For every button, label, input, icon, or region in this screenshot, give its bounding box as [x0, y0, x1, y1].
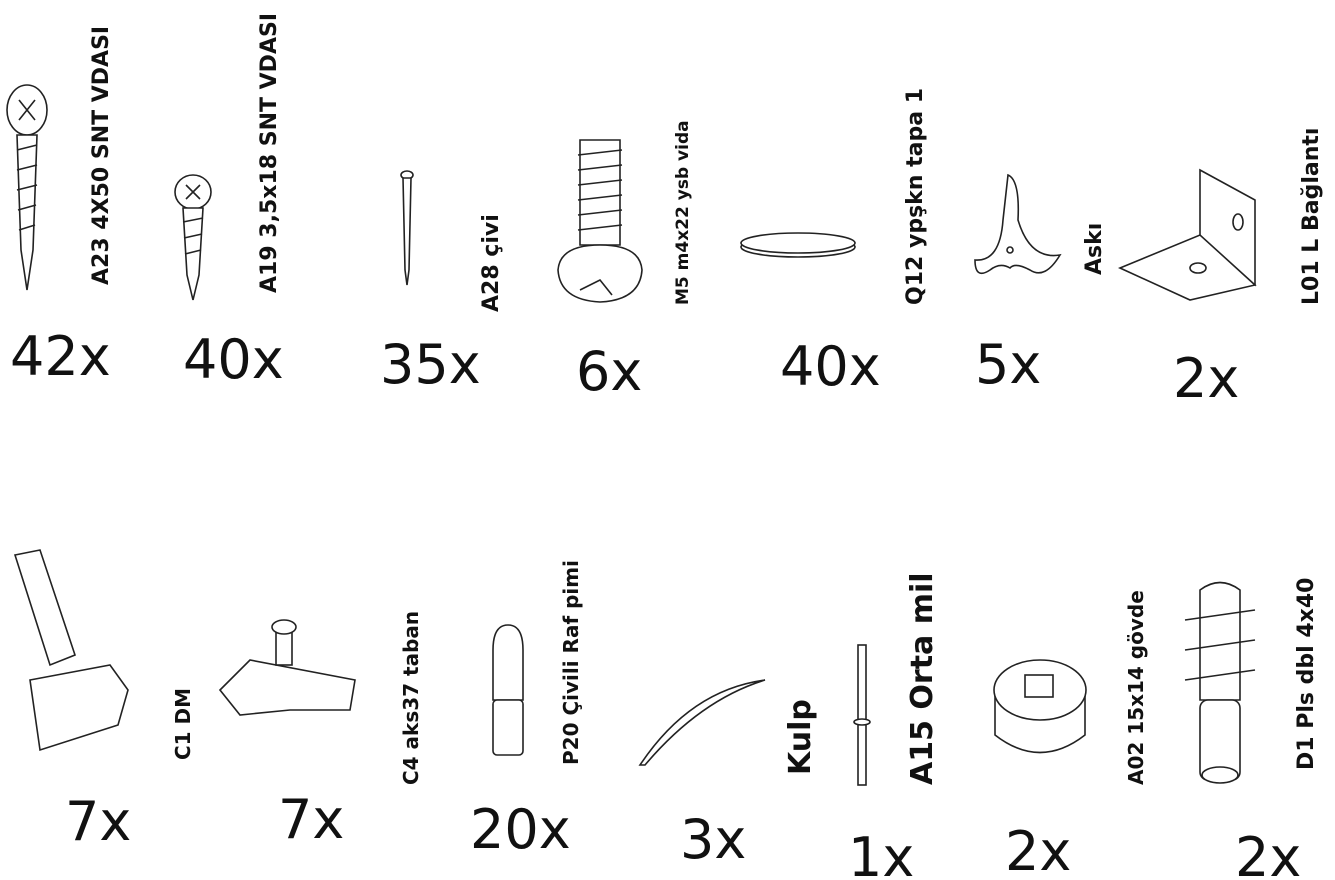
part-count: 40x: [183, 328, 284, 391]
part-count: 5x: [975, 333, 1041, 396]
part-count: 7x: [65, 790, 131, 853]
part-label: A02 15x14 gövde: [1124, 590, 1148, 785]
part-count: 6x: [576, 340, 642, 403]
handle-icon: [638, 679, 766, 766]
part-count: 3x: [680, 808, 746, 871]
screw-icon: [6, 84, 48, 291]
cam-icon: [993, 659, 1087, 754]
bracket-icon: [1117, 168, 1257, 301]
hook-icon: [974, 173, 1062, 275]
connector-icon: [13, 549, 129, 752]
base-icon: [218, 619, 356, 716]
part-label: C1 DM: [171, 688, 195, 760]
part-label: Q12 ypşkn tapa 1: [903, 88, 928, 305]
part-label: P20 Çivili Raf pimi: [559, 560, 583, 765]
part-count: 2x: [1173, 347, 1239, 410]
part-label: A23 4X50 SNT VDASI: [89, 26, 114, 285]
part-count: 20x: [470, 798, 571, 861]
icons: [6, 84, 1257, 786]
part-count: 1x: [848, 826, 914, 880]
part-count: 40x: [780, 335, 881, 398]
part-count: 2x: [1005, 820, 1071, 880]
part-label: Kulp: [783, 699, 818, 775]
part-count: 2x: [1235, 826, 1301, 880]
part-label: A15 Orta mil: [905, 572, 940, 785]
pin-icon: [492, 624, 524, 756]
part-count: 35x: [380, 333, 481, 396]
part-label: M5 m4x22 ysb vida: [673, 120, 693, 305]
part-label: C4 aks37 taban: [399, 611, 423, 785]
part-count: 7x: [278, 788, 344, 851]
part-count: 42x: [10, 325, 111, 388]
dowel-icon: [1184, 581, 1256, 784]
part-label: L01 L Bağlantı: [1299, 128, 1324, 305]
part-label: A28 çivi: [479, 214, 504, 312]
bolt-icon: [557, 139, 643, 303]
part-label: Askı: [1082, 223, 1107, 275]
screw-icon: [174, 174, 212, 301]
axle-icon: [853, 644, 871, 786]
labels: A23 4X50 SNT VDASI 42x A19 3,5x18 SNT VDAS…: [10, 13, 1324, 880]
part-label: D1 Pls dbl 4x40: [1294, 578, 1319, 770]
cap-icon: [740, 232, 856, 258]
nail-icon: [400, 170, 414, 286]
part-label: A19 3,5x18 SNT VDASI: [257, 13, 282, 293]
